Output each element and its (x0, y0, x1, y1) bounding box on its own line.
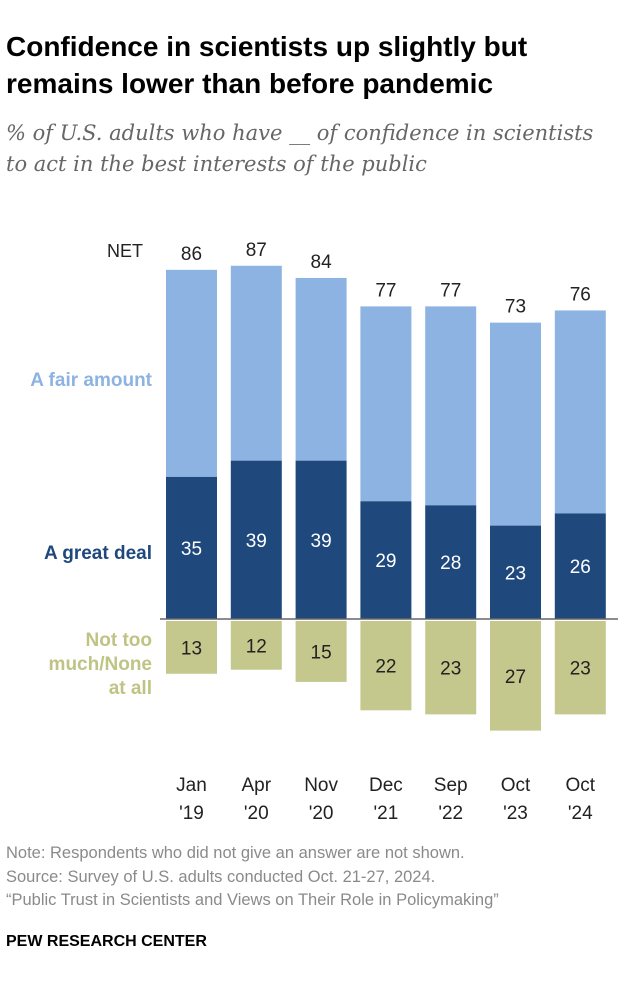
bar-great-deal (166, 476, 217, 619)
bar-great-deal (554, 513, 606, 619)
net-label: 77 (375, 280, 396, 301)
notes: Note: Respondents who did not give an an… (6, 842, 499, 913)
data-label-not-too-much: 23 (440, 659, 461, 680)
brand-logo-text: PEW RESEARCH CENTER (6, 933, 207, 950)
bar-fair-amount (360, 306, 412, 502)
x-tick-label: '22 (438, 803, 463, 824)
data-label-not-too-much: 22 (375, 657, 396, 678)
data-label-not-too-much: 12 (246, 636, 267, 657)
chart-subtitle: % of U.S. adults who have __ of confiden… (6, 121, 594, 176)
x-tick-label: '21 (374, 803, 399, 824)
bar-not-too-much (360, 621, 412, 711)
bar-not-too-much (166, 621, 217, 674)
x-tick-label: '19 (179, 803, 204, 824)
bar-fair-amount (425, 306, 477, 506)
net-label: 84 (311, 252, 333, 273)
data-label-great-deal: 28 (440, 553, 461, 574)
net-label: 87 (246, 240, 267, 261)
bar-great-deal (425, 505, 477, 619)
source: Source: Survey of U.S. adults conducted … (6, 867, 436, 886)
series-label-fair-amount: A fair amount (30, 370, 152, 391)
x-tick-label: '20 (244, 803, 269, 824)
data-label-great-deal: 26 (570, 557, 591, 578)
x-tick-label: '23 (503, 803, 528, 824)
report-title: “Public Trust in Scientists and Views on… (6, 891, 499, 909)
x-tick-label: Oct (566, 775, 596, 796)
x-tick-label: '20 (309, 803, 334, 824)
series-label-not-too-much: much/None (49, 654, 152, 675)
data-label-not-too-much: 27 (505, 667, 526, 688)
data-label-great-deal: 39 (311, 531, 332, 552)
bar-not-too-much (425, 621, 477, 715)
bar-not-too-much (554, 621, 606, 715)
bar-fair-amount (230, 265, 282, 461)
x-tick-label: Apr (242, 775, 272, 796)
x-tick-label: Nov (304, 775, 338, 796)
bar-great-deal (490, 525, 541, 619)
bar-great-deal (230, 460, 282, 619)
chart-title: Confidence in scientists up slightly but… (6, 31, 528, 99)
data-label-not-too-much: 13 (181, 638, 202, 659)
x-tick-label: '24 (568, 803, 593, 824)
bar-not-too-much (295, 621, 347, 682)
x-tick-label: Oct (501, 775, 531, 796)
series-label-great-deal: A great deal (44, 543, 152, 564)
bar-great-deal (295, 460, 347, 619)
stacked-bar-chart: 86 35 13 Jan '19 87 39 12 Apr '20 84 39 15 Nov '20 77 29… (30, 240, 618, 824)
x-tick-label: Sep (434, 775, 468, 796)
bar-fair-amount (490, 322, 541, 526)
bar-not-too-much (230, 621, 282, 670)
data-label-great-deal: 35 (181, 539, 202, 560)
x-tick-label: Jan (176, 775, 207, 796)
series-label-not-too-much: Not too (86, 630, 152, 651)
data-label-great-deal: 29 (375, 551, 396, 572)
note: Note: Respondents who did not give an an… (6, 844, 465, 862)
net-label: 86 (181, 244, 202, 265)
bar-not-too-much (490, 621, 541, 731)
data-label-not-too-much: 15 (311, 642, 332, 663)
net-label: 77 (440, 280, 461, 301)
bar-great-deal (360, 501, 412, 619)
series-label-not-too-much: at all (109, 678, 152, 699)
data-label-great-deal: 39 (246, 531, 267, 552)
bar-fair-amount (554, 310, 606, 514)
net-label: 76 (570, 284, 591, 305)
net-label: 73 (505, 297, 526, 318)
data-label-great-deal: 23 (505, 563, 526, 584)
net-header: NET (107, 241, 143, 261)
bar-fair-amount (295, 277, 347, 461)
data-label-not-too-much: 23 (570, 659, 591, 680)
bar-fair-amount (166, 269, 217, 477)
x-tick-label: Dec (369, 775, 403, 796)
